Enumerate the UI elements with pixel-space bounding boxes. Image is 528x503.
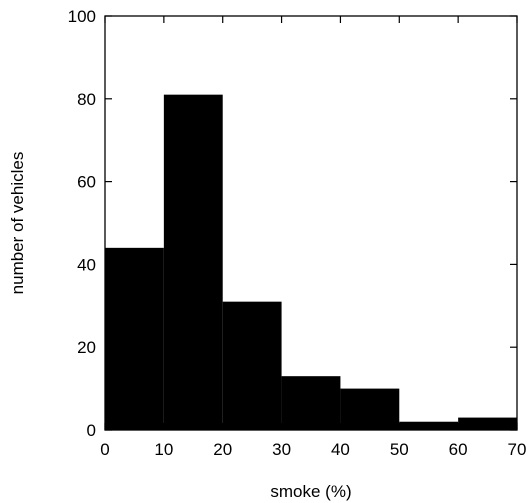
bars-layer xyxy=(105,94,517,430)
x-tick-label: 40 xyxy=(331,440,350,459)
x-tick-label: 30 xyxy=(272,440,291,459)
plot-frame xyxy=(104,15,518,431)
y-tick-label: 60 xyxy=(77,173,96,192)
y-tick-label: 20 xyxy=(77,338,96,357)
y-axis-label: number of vehicles xyxy=(8,152,27,295)
x-tick-label: 0 xyxy=(100,440,109,459)
x-tick-label: 70 xyxy=(508,440,527,459)
histogram-bar xyxy=(163,94,223,430)
x-tick-label: 10 xyxy=(154,440,173,459)
histogram-bar xyxy=(222,301,282,430)
x-tick-label: 20 xyxy=(213,440,232,459)
y-tick-label: 0 xyxy=(87,421,96,440)
x-axis-label: smoke (%) xyxy=(270,482,351,501)
histogram-bar xyxy=(281,376,341,430)
histogram-bar xyxy=(340,388,400,430)
histogram-bar xyxy=(458,417,517,430)
y-tick-label: 100 xyxy=(68,7,96,26)
ticks-layer xyxy=(104,15,518,431)
y-tick-label: 40 xyxy=(77,255,96,274)
histogram-bar xyxy=(399,421,459,430)
tick-labels-layer: 0 10 20 30 40 50 60 70 0 20 40 60 80 100 xyxy=(68,7,527,459)
histogram-bar xyxy=(105,247,164,430)
y-tick-label: 80 xyxy=(77,90,96,109)
x-tick-label: 50 xyxy=(390,440,409,459)
x-tick-label: 60 xyxy=(449,440,468,459)
